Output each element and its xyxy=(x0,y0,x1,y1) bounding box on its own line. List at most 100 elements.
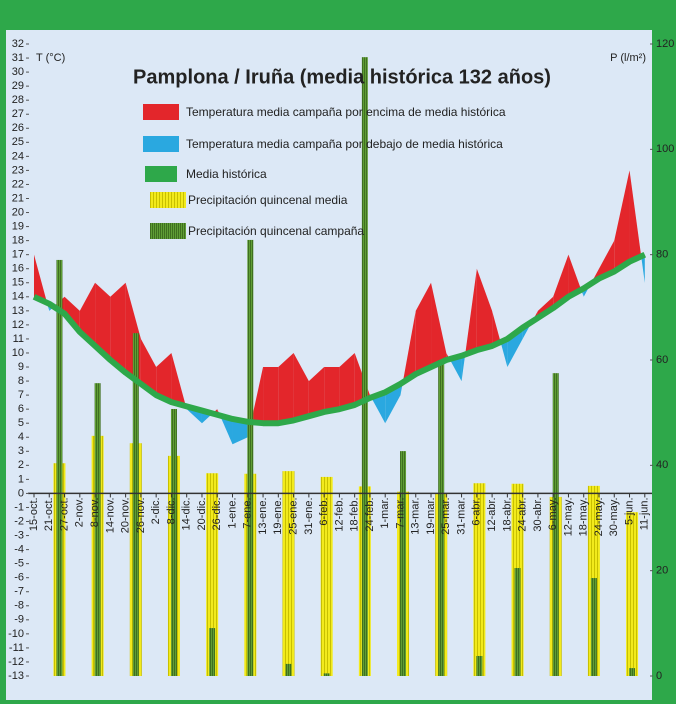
x-tick-label: 27-oct. xyxy=(58,497,70,531)
precip-campaign-bar xyxy=(590,578,597,676)
precip-campaign-bar xyxy=(552,373,559,676)
y2-tick-label: 0 xyxy=(656,670,662,682)
y-tick-label: 18 xyxy=(12,235,24,247)
temp-area xyxy=(641,254,645,283)
temp-area xyxy=(171,352,186,407)
x-tick-label: 2-dic. xyxy=(150,497,162,524)
precip-campaign-bar xyxy=(56,259,63,676)
temp-area xyxy=(324,367,340,412)
temp-area xyxy=(415,282,432,375)
x-tick-label: 24-abr. xyxy=(517,497,529,531)
y-tick-label: 19 xyxy=(12,220,24,232)
temp-area xyxy=(220,415,233,445)
y-tick-label: -1 xyxy=(14,501,24,513)
x-tick-label: 6-may. xyxy=(547,497,559,530)
precip-campaign-bar xyxy=(476,655,483,676)
precip-mean-bar xyxy=(320,476,333,676)
x-tick-label: 2-nov. xyxy=(74,497,86,527)
y-tick-label: -5 xyxy=(14,558,24,570)
x-tick-label: 25-mar. xyxy=(440,497,452,534)
legend-swatch xyxy=(143,104,179,120)
y-tick-label: 13 xyxy=(12,305,24,317)
y2-tick-label: 40 xyxy=(656,459,668,471)
y-tick-label: -3 xyxy=(14,529,24,541)
temp-area xyxy=(140,338,157,396)
y-tick-label: 8 xyxy=(18,375,24,387)
temp-area xyxy=(263,367,279,424)
precip-campaign-bar xyxy=(514,568,521,676)
temp-area xyxy=(465,268,477,355)
temp-area xyxy=(232,418,248,445)
legend-swatch xyxy=(150,192,186,208)
x-tick-label: 30-may. xyxy=(608,497,620,536)
y-label: T (°C) xyxy=(36,52,65,64)
y-tick-label: 12 xyxy=(12,319,24,331)
legend-label: Temperatura media campaña por debajo de … xyxy=(186,137,503,151)
precip-campaign-bar xyxy=(247,239,254,677)
temp-area xyxy=(278,352,294,424)
y-tick-label: -10 xyxy=(8,628,24,640)
temp-area xyxy=(629,170,642,262)
temp-area xyxy=(156,352,172,403)
y-tick-label: 26 xyxy=(12,122,24,134)
legend-label: Temperatura media campaña por encima de … xyxy=(186,105,506,119)
temp-area xyxy=(34,254,48,303)
temp-area xyxy=(79,282,96,346)
temp-area xyxy=(598,240,615,279)
x-tick-label: 31-ene. xyxy=(303,497,315,534)
x-tick-label: 6-abr. xyxy=(471,497,483,525)
x-tick-label: 1-ene. xyxy=(226,497,238,528)
x-tick-label: 18-abr. xyxy=(501,497,513,531)
temp-area xyxy=(339,352,355,410)
y2-tick-label: 20 xyxy=(656,565,668,577)
x-tick-label: 19-mar. xyxy=(425,497,437,534)
y2-tick-label: 100 xyxy=(656,143,674,155)
x-tick-label: 18-may. xyxy=(578,497,590,536)
legend-swatch xyxy=(145,166,177,182)
y-tick-label: 27 xyxy=(12,108,24,120)
precip-campaign-bar xyxy=(629,668,636,676)
y-tick-label: 16 xyxy=(12,263,24,275)
y-tick-label: 5 xyxy=(18,417,24,429)
x-tick-label: 8-nov. xyxy=(89,497,101,527)
temp-area xyxy=(431,282,447,368)
precip-campaign-bar xyxy=(94,383,101,676)
x-tick-label: 21-oct. xyxy=(43,497,55,531)
x-tick-label: 5-jun. xyxy=(623,497,635,525)
temp-area xyxy=(568,254,582,297)
y-tick-label: 20 xyxy=(12,206,24,218)
x-tick-label: 12-feb. xyxy=(333,497,345,531)
y-tick-label: 7 xyxy=(18,389,24,401)
y-tick-label: -12 xyxy=(8,656,24,668)
legend-swatch xyxy=(150,223,186,239)
x-tick-label: 19-ene. xyxy=(272,497,284,534)
precip-mean-bar xyxy=(626,512,639,676)
y-tick-label: -9 xyxy=(14,614,24,626)
temp-area xyxy=(461,354,466,382)
y-tick-label: 4 xyxy=(18,431,24,443)
precip-campaign-bar xyxy=(285,663,292,676)
x-tick-label: 30-abr. xyxy=(532,497,544,531)
temp-area xyxy=(614,170,630,272)
y-tick-label: 32 xyxy=(12,38,24,50)
historic-line xyxy=(32,251,647,427)
x-tick-label: 12-may. xyxy=(562,497,574,536)
y-tick-label: 29 xyxy=(12,80,24,92)
y-tick-label: 28 xyxy=(12,94,24,106)
y-tick-label: -2 xyxy=(14,515,24,527)
y-tick-label: 0 xyxy=(18,487,24,499)
y-tick-label: 9 xyxy=(18,361,24,373)
y-tick-label: 2 xyxy=(18,459,24,471)
y-tick-label: 11 xyxy=(13,333,24,345)
precip-campaign-bar xyxy=(400,451,407,676)
y2-tick-label: 60 xyxy=(656,354,668,366)
temp-area xyxy=(293,352,309,421)
legend-label: Precipitación quincenal media xyxy=(188,193,348,207)
y2-label: P (l/m²) xyxy=(610,52,646,64)
y-tick-label: 3 xyxy=(18,445,24,457)
x-tick-label: 7-mar. xyxy=(394,497,406,528)
legend-label: Precipitación quincenal campaña xyxy=(188,224,364,238)
precip-campaign-bar xyxy=(361,57,368,676)
x-tick-label: 14-nov. xyxy=(104,497,116,533)
